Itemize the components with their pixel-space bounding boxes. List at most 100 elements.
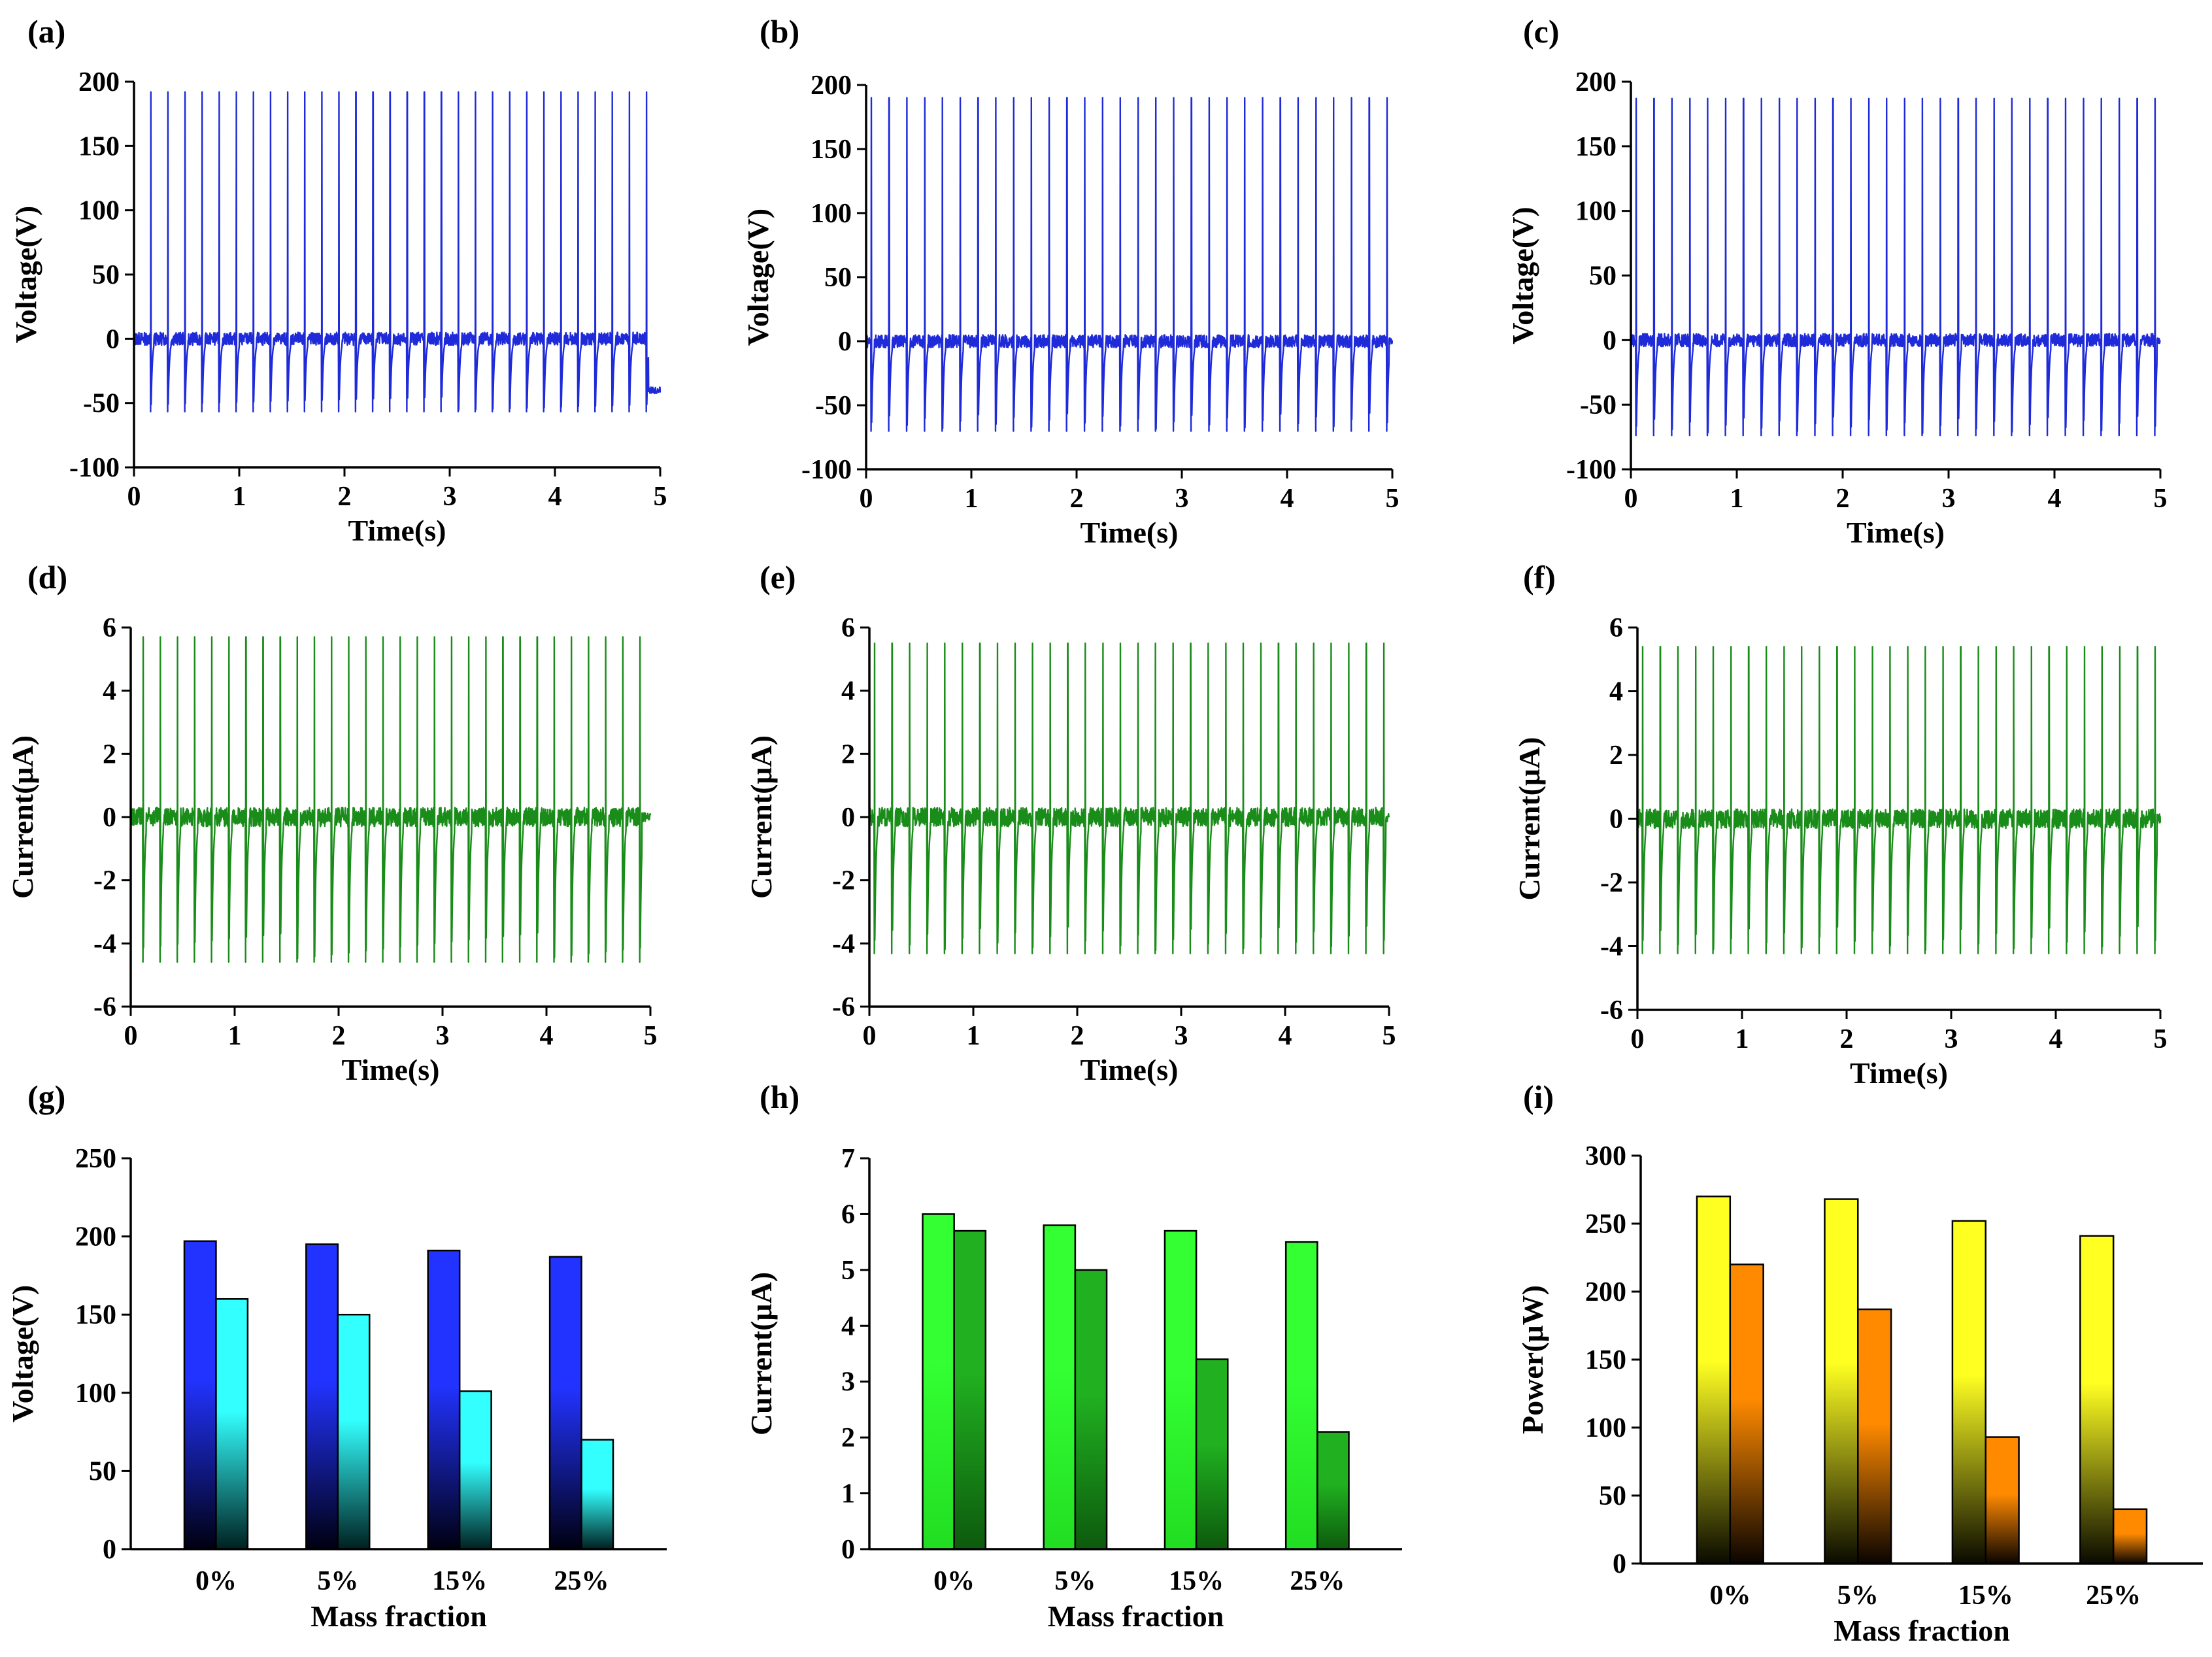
category-label: 0% <box>195 1566 237 1596</box>
x-tick-label: 0 <box>1624 484 1638 514</box>
bar <box>458 1390 492 1550</box>
y-tick-label: -6 <box>93 992 116 1022</box>
panel-5: (f) -6 -4 -2 0 2 4 6 Current(μA) 0 1 2 3 4 5 Time(s) <box>1513 559 2168 1090</box>
y-tick-label: 0 <box>1609 805 1623 835</box>
y-tick-label: 250 <box>75 1144 116 1174</box>
y-tick-label: 6 <box>841 1199 855 1230</box>
y-axis-label: Voltage(V) <box>741 209 775 346</box>
y-tick-label: 4 <box>103 677 116 707</box>
bar <box>1985 1436 2020 1565</box>
category-label: 25% <box>554 1566 609 1596</box>
panel-label: (i) <box>1523 1079 1554 1115</box>
x-tick-label: 5 <box>1382 1021 1396 1051</box>
signal-line <box>1630 97 2162 437</box>
bar <box>953 1230 987 1550</box>
category-label: 0% <box>933 1566 975 1596</box>
y-tick-label: 2 <box>841 1423 855 1453</box>
panel-0: (a) -100 -50 0 50 100 150 200 Voltage(V) 0 1 2 3 4 5 Ti… <box>9 13 667 547</box>
y-tick-label: 2 <box>841 739 855 769</box>
y-tick-label: 6 <box>1609 613 1623 643</box>
y-tick-label: 50 <box>1589 261 1617 292</box>
panel-label: (d) <box>27 559 67 595</box>
y-tick-label: 4 <box>1609 677 1623 707</box>
panel-label: (c) <box>1523 13 1560 50</box>
x-tick-label: 3 <box>1945 1024 1958 1054</box>
panel-1: (b) -100 -50 0 50 100 150 200 Voltage(V) 0 1 2 3 4 5 Ti… <box>741 13 1399 549</box>
y-tick-label: 100 <box>1575 197 1617 227</box>
y-axis-label: Voltage(V) <box>1506 207 1539 344</box>
bar <box>1729 1264 1764 1565</box>
y-tick-label: -4 <box>1600 932 1623 962</box>
x-tick-label: 1 <box>965 484 979 514</box>
x-tick-label: 3 <box>443 482 457 512</box>
signal-line <box>868 643 1390 955</box>
bar <box>427 1249 461 1550</box>
x-tick-label: 3 <box>1175 484 1189 514</box>
x-tick-label: 4 <box>1279 1021 1292 1051</box>
x-tick-label: 3 <box>1175 1021 1188 1051</box>
bar <box>305 1243 339 1550</box>
y-tick-label: 150 <box>1575 132 1617 162</box>
y-axis-label: Current(μA) <box>1513 737 1546 900</box>
y-tick-label: -2 <box>93 866 116 896</box>
y-tick-label: 150 <box>75 1300 116 1330</box>
x-tick-label: 4 <box>1281 484 1294 514</box>
category-label: 25% <box>1290 1566 1345 1596</box>
y-tick-label: 7 <box>841 1144 855 1174</box>
y-axis-label: Current(μA) <box>6 735 39 899</box>
panel-label: (f) <box>1523 559 1556 595</box>
x-tick-label: 4 <box>2049 1024 2063 1054</box>
panel-label: (g) <box>27 1079 65 1115</box>
x-tick-label: 0 <box>863 1021 877 1051</box>
category-label: 5% <box>317 1566 358 1596</box>
x-axis-label: Time(s) <box>342 1053 440 1086</box>
y-tick-label: 250 <box>1585 1209 1626 1239</box>
y-tick-label: -50 <box>83 389 120 419</box>
y-axis-label: Power(μW) <box>1516 1285 1549 1434</box>
x-axis-label: Time(s) <box>1081 1053 1179 1086</box>
y-tick-label: 0 <box>1613 1549 1626 1579</box>
y-tick-label: 6 <box>841 613 855 643</box>
y-tick-label: 4 <box>841 677 855 707</box>
y-tick-label: 300 <box>1585 1141 1626 1171</box>
category-label: 5% <box>1837 1581 1879 1611</box>
x-axis-label: Mass fraction <box>1048 1599 1224 1633</box>
x-tick-label: 0 <box>860 484 873 514</box>
y-tick-label: 0 <box>838 327 852 357</box>
y-tick-label: 0 <box>106 324 120 354</box>
y-tick-label: 150 <box>1585 1345 1626 1375</box>
y-axis-label: Voltage(V) <box>9 206 42 343</box>
x-axis-label: Mass fraction <box>310 1599 487 1633</box>
x-axis-label: Time(s) <box>1081 516 1179 549</box>
y-tick-label: 2 <box>1609 741 1623 771</box>
y-tick-label: 100 <box>811 199 852 229</box>
y-tick-label: 100 <box>78 196 120 226</box>
y-tick-label: -6 <box>1600 996 1623 1026</box>
x-tick-label: 2 <box>1071 1021 1084 1051</box>
y-axis-label: Current(μA) <box>745 735 778 899</box>
bar <box>183 1240 217 1550</box>
y-tick-label: -4 <box>93 929 116 959</box>
y-tick-label: -2 <box>1600 868 1623 898</box>
x-tick-label: 5 <box>2154 1024 2168 1054</box>
y-tick-label: -50 <box>815 391 852 421</box>
category-label: 5% <box>1054 1566 1096 1596</box>
bar <box>337 1313 371 1550</box>
y-tick-label: 2 <box>103 739 116 769</box>
x-tick-label: 0 <box>1631 1024 1645 1054</box>
x-tick-label: 0 <box>124 1021 138 1051</box>
bar <box>1074 1269 1108 1550</box>
y-axis-label: Current(μA) <box>745 1272 778 1435</box>
y-tick-label: 200 <box>811 71 852 101</box>
panel-label: (h) <box>760 1079 799 1115</box>
x-tick-label: 4 <box>540 1021 554 1051</box>
category-label: 25% <box>2086 1581 2141 1611</box>
bar <box>1824 1198 1859 1565</box>
x-tick-label: 1 <box>967 1021 980 1051</box>
x-tick-label: 1 <box>228 1021 242 1051</box>
x-tick-label: 1 <box>233 482 246 512</box>
y-tick-label: 1 <box>841 1479 855 1509</box>
x-tick-label: 5 <box>644 1021 658 1051</box>
y-tick-label: -50 <box>1580 390 1617 420</box>
